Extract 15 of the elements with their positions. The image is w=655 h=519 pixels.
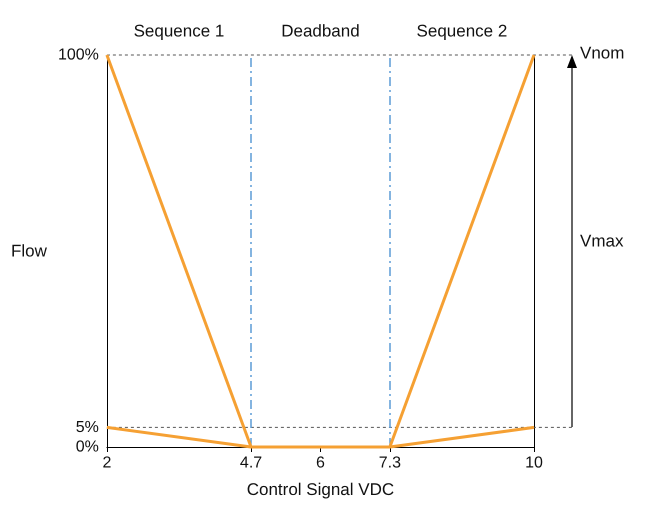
- text: Deadband: [281, 22, 360, 40]
- x-axis-title: Control Signal VDC: [246, 480, 394, 499]
- text: Sequence 2: [416, 22, 508, 40]
- y-tick-label: 5%: [76, 418, 99, 436]
- x-tick-label: 4.7: [240, 454, 262, 472]
- x-tick-label: 6: [316, 454, 325, 472]
- text: Vnom: [580, 44, 624, 62]
- x-tick-label: 2: [102, 454, 112, 472]
- text: Sequence 1: [134, 22, 224, 40]
- y-tick-label: 100%: [58, 46, 99, 64]
- x-tick-label: 10: [525, 454, 543, 472]
- y-axis-title: Flow: [10, 242, 48, 260]
- text: Vmax: [580, 232, 624, 251]
- x-tick-label: 7.3: [378, 454, 402, 472]
- y-tick-label: 0%: [76, 438, 99, 456]
